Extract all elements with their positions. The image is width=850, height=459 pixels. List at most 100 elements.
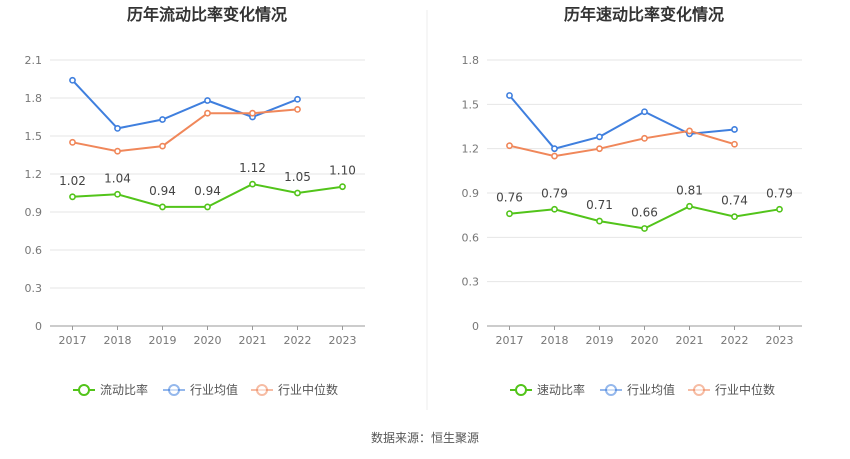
y-tick-label: 1.5 [462,98,480,111]
series-line-行业中位数 [509,129,735,158]
y-tick-label: 0.9 [25,206,43,219]
data-label: 0.79 [541,186,568,200]
chart-title: 历年流动比率变化情况 [127,5,287,24]
series-line-行业中位数 [72,108,298,153]
y-tick-label: 2.1 [25,54,43,67]
data-label: 1.04 [104,171,131,185]
legend-item: 行业中位数 [688,382,775,397]
x-tick-label: 2023 [766,334,794,347]
x-tick-label: 2019 [149,334,177,347]
x-tick-label: 2017 [59,334,87,347]
data-point [506,142,513,150]
data-point [686,202,693,210]
data-point [686,127,693,135]
data-point [114,147,121,155]
x-tick-label: 2019 [586,334,614,347]
legend-item: 行业均值 [600,382,675,397]
data-point [69,138,76,146]
data-point [294,189,301,197]
data-label: 0.71 [586,198,613,212]
data-point [159,142,166,150]
data-label: 0.79 [766,186,793,200]
data-point [294,95,301,103]
legend-marker [168,384,180,396]
data-label: 1.02 [59,174,86,188]
y-tick-label: 0.6 [25,244,43,257]
y-tick-label: 1.8 [25,92,43,105]
y-tick-label: 0 [472,320,479,333]
data-label: 0.81 [676,183,703,197]
data-point [776,205,783,213]
data-point [596,133,603,141]
data-point [731,140,738,148]
chart-panel-2: 历年速动比率变化情况 0 0.3 0.6 0.9 1.2 1.5 1.8 2017 2018 201… [462,5,802,397]
data-point [69,76,76,84]
legend-item: 行业中位数 [251,382,338,397]
y-tick-label: 1.2 [462,143,480,156]
data-point [551,205,558,213]
legend-marker [256,384,268,396]
x-tick-label: 2021 [676,334,704,347]
data-label: 0.94 [149,184,176,198]
data-label: 0.74 [721,194,748,208]
data-point [204,97,211,104]
legend-label: 行业中位数 [278,382,338,397]
y-tick-label: 1.5 [25,130,43,143]
data-point [551,152,558,160]
data-point [204,203,211,211]
data-source-note: 数据来源：恒生聚源 [371,430,479,445]
legend-label: 速动比率 [537,382,585,397]
data-point [596,145,603,153]
series-line-行业均值 [71,79,298,130]
legend-label: 行业中位数 [715,382,775,397]
legend-marker [605,384,617,396]
x-tick-label: 2020 [631,334,659,347]
data-label: 1.05 [284,170,311,184]
legend-label: 流动比率 [100,382,148,397]
y-tick-label: 1.8 [462,54,480,67]
data-label: 1.10 [329,164,356,178]
y-tick-label: 0.3 [25,282,43,295]
data-point [506,210,513,218]
chart-title: 历年速动比率变化情况 [564,5,724,24]
data-point [339,183,346,191]
legend-marker [78,384,90,396]
legend-marker [693,384,705,396]
data-point [596,217,603,225]
x-tick-label: 2020 [194,334,222,347]
y-tick-label: 1.2 [25,168,43,181]
data-point [731,213,738,221]
x-tick-label: 2023 [329,334,357,347]
data-point [114,124,121,132]
data-point [551,145,558,153]
legend-item: 速动比率 [510,382,585,397]
data-point [114,190,121,198]
legend-item: 流动比率 [73,382,148,397]
x-tick-label: 2017 [496,334,524,347]
y-tick-label: 0 [35,320,42,333]
y-tick-label: 0.6 [462,231,480,244]
legend-label: 行业均值 [627,382,675,397]
data-label: 0.66 [631,205,658,219]
y-tick-label: 0.3 [462,276,480,289]
data-point [294,106,301,113]
data-label: 0.76 [496,191,523,205]
legend-marker [515,384,527,396]
data-point [641,108,648,116]
data-point [731,126,738,133]
data-point [249,109,256,117]
data-point [159,116,166,123]
data-point [641,225,648,232]
legend-item: 行业均值 [163,382,238,397]
data-point [204,109,211,117]
data-point [249,180,256,188]
x-tick-label: 2022 [284,334,312,347]
y-tick-label: 0.9 [462,187,480,200]
data-label: 1.12 [239,161,266,175]
chart-panel-1: 历年流动比率变化情况 0 0.3 0.6 0.9 1.2 1.5 1.8 2.1 2017 2018… [25,5,365,397]
x-tick-label: 2018 [541,334,569,347]
x-tick-label: 2021 [239,334,267,347]
data-point [69,193,76,201]
x-tick-label: 2022 [721,334,749,347]
